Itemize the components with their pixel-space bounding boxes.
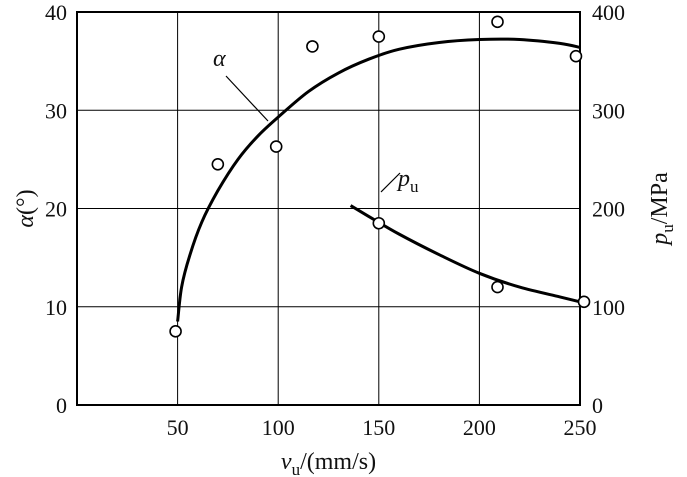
data-point-α xyxy=(169,325,182,338)
right-y-tick-label: 200 xyxy=(592,197,625,222)
left-y-tick-labels: 0 10 20 30 40 xyxy=(45,0,67,418)
series-label-α: α xyxy=(213,46,226,72)
x-tick-labels: 50 100 150 200 250 xyxy=(167,415,597,440)
left-y-tick-label: 30 xyxy=(45,98,67,123)
x-axis-label: vu/(mm/s) xyxy=(281,449,376,477)
left-y-tick-label: 10 xyxy=(45,295,67,320)
grid-lines xyxy=(77,12,580,405)
data-point-α xyxy=(569,49,583,63)
data-point-α xyxy=(306,40,319,53)
data-markers xyxy=(169,15,591,338)
plot-frame xyxy=(76,11,581,406)
x-tick-label: 150 xyxy=(362,415,395,440)
x-tick-label: 250 xyxy=(564,415,597,440)
left-y-tick-label: 40 xyxy=(45,0,67,25)
right-y-axis-label: pu/MPa xyxy=(647,172,677,247)
right-y-tick-label: 0 xyxy=(592,393,603,418)
leader-line-α xyxy=(225,75,269,122)
fit-curve-α xyxy=(176,37,581,322)
data-point-p_u xyxy=(372,216,386,230)
right-y-tick-label: 300 xyxy=(592,98,625,123)
right-y-tick-label: 100 xyxy=(592,295,625,320)
x-tick-label: 50 xyxy=(167,415,189,440)
right-y-tick-labels: 0 100 200 300 400 xyxy=(592,0,625,418)
data-point-p_u xyxy=(577,295,591,309)
x-tick-label: 200 xyxy=(463,415,496,440)
data-point-α xyxy=(211,157,225,171)
series-label-p_u: pu xyxy=(396,166,419,196)
fit-curves xyxy=(176,37,585,322)
fit-curve-p_u xyxy=(349,204,585,305)
x-tick-label: 100 xyxy=(262,415,295,440)
left-y-axis-label: α(°) xyxy=(13,189,39,227)
data-point-α xyxy=(491,15,504,29)
leader-line-p_u xyxy=(380,172,401,193)
left-y-tick-label: 20 xyxy=(45,197,67,222)
right-y-tick-label: 400 xyxy=(592,0,625,25)
data-point-p_u xyxy=(491,280,504,294)
series-labels: α pu xyxy=(213,46,419,196)
data-point-α xyxy=(372,30,386,43)
left-y-tick-label: 0 xyxy=(56,393,67,418)
data-point-α xyxy=(269,140,283,153)
